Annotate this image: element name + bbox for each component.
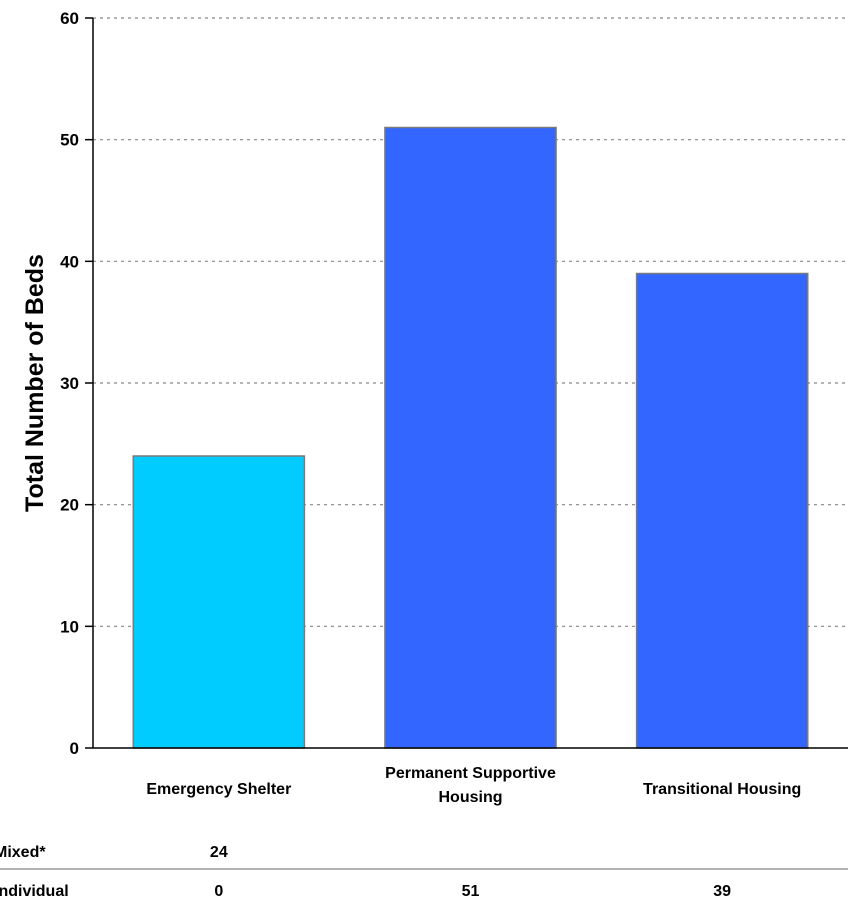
table-row-label: Mixed* — [0, 844, 46, 861]
x-category-label: Emergency Shelter — [146, 781, 291, 798]
x-category-labels: Emergency Shelter Permanent Supportive Hou… — [146, 765, 801, 806]
table-row-label: Individual — [0, 883, 69, 900]
y-tick-label: 40 — [60, 252, 79, 271]
bar — [635, 272, 809, 749]
y-axis-title: Total Number of Beds — [21, 254, 49, 512]
y-tick-label: 20 — [60, 496, 79, 515]
table-cell: 51 — [462, 883, 480, 900]
table-cell: 24 — [210, 844, 228, 861]
table-cell: 0 — [214, 883, 223, 900]
y-tick-label: 10 — [60, 617, 79, 636]
y-tick-label: 50 — [60, 131, 79, 150]
bar — [384, 126, 557, 749]
bar — [132, 455, 306, 749]
x-category-label: Permanent Supportive — [385, 765, 556, 782]
y-tick-label: 60 — [60, 9, 79, 28]
y-tick-label: 30 — [60, 374, 79, 393]
x-category-label: Housing — [439, 789, 503, 806]
bars — [132, 126, 809, 749]
data-table: Mixed* 24 Individual 0 51 39 — [0, 844, 848, 900]
table-cell: 39 — [713, 883, 731, 900]
y-tick-label: 0 — [70, 739, 79, 758]
y-tick-labels: 0 10 20 30 40 50 60 — [60, 9, 93, 758]
x-category-label: Transitional Housing — [643, 781, 801, 798]
